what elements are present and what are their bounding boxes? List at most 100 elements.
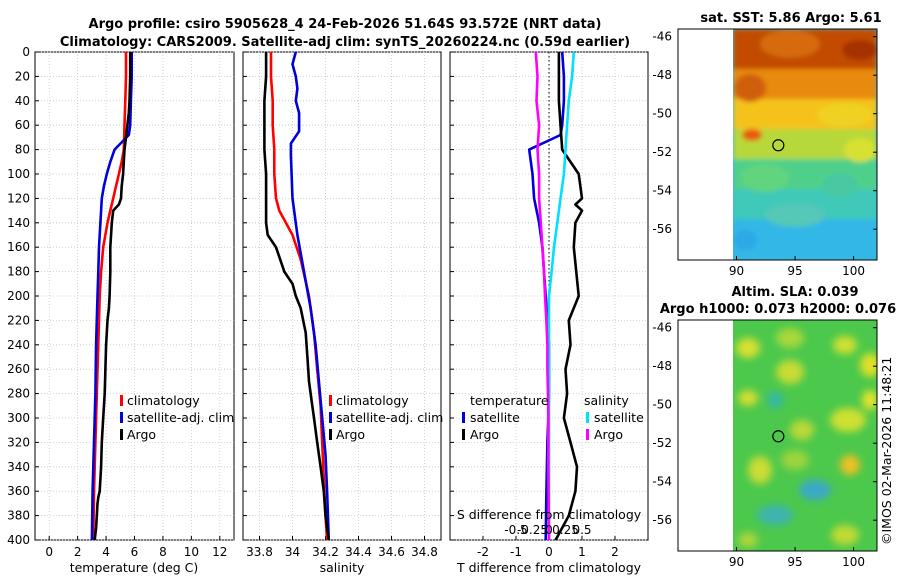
x-tick-label: 4 xyxy=(102,545,110,559)
x-tick-label: 34.6 xyxy=(378,545,405,559)
map-y-tick-label: -48 xyxy=(652,68,672,82)
difference-xlabel: T difference from climatology xyxy=(456,560,642,575)
x-tick-label: 34.2 xyxy=(312,545,339,559)
legend-swatch-s-satellite xyxy=(586,412,589,423)
header-line-2: Climatology: CARS2009. Satellite-adj cli… xyxy=(60,35,630,50)
x-tick-label: 1 xyxy=(578,545,586,559)
salinity-series xyxy=(263,51,331,541)
legend-swatch-argo-s xyxy=(329,429,332,440)
y-tick-label: 60 xyxy=(15,118,30,132)
legend-label-argo-s: Argo xyxy=(336,427,365,442)
x-tick-label: -1 xyxy=(510,545,522,559)
x-tick-label: 10 xyxy=(184,545,199,559)
x-tick-label: 34 xyxy=(285,545,300,559)
y-tick-label: 40 xyxy=(15,94,30,108)
map-y-tick-label: -50 xyxy=(652,398,672,412)
legend-swatch-satellite-adj xyxy=(120,412,123,423)
temperature-xlabel: temperature (deg C) xyxy=(70,560,199,575)
map-y-tick-label: -50 xyxy=(652,107,672,121)
series-argo xyxy=(263,52,331,541)
map-y-tick-label: -48 xyxy=(652,359,672,373)
difference-panel: -2 -1 0 1 2 T difference from climatology S … xyxy=(449,51,649,575)
map-x-tick-label: 90 xyxy=(729,264,744,278)
salinity-xlabel: salinity xyxy=(320,560,365,575)
y-tick-label: 340 xyxy=(7,460,30,474)
legend-label-t-argo: Argo xyxy=(470,427,499,442)
map-x-tick-label: 90 xyxy=(729,555,744,569)
legend-label-climatology-s: climatology xyxy=(336,393,409,408)
x-tick-label: 2 xyxy=(74,545,82,559)
s-diff-tick-label: 0.25 xyxy=(552,523,579,537)
temperature-grid xyxy=(35,51,234,541)
difference-legend: temperature satellite Argo salinity sate… xyxy=(462,393,644,442)
series-climatology xyxy=(92,52,128,541)
x-tick-label: -2 xyxy=(477,545,489,559)
salinity-grid xyxy=(243,51,441,541)
y-tick-label: 180 xyxy=(7,265,30,279)
legend-label-satellite-adj: satellite-adj. clim xyxy=(127,410,234,425)
imos-watermark: ©IMOS 02-Mar-2026 11:48:21 xyxy=(879,357,894,545)
y-tick-label: 120 xyxy=(7,191,30,205)
map-y-tick-label: -52 xyxy=(652,145,672,159)
y-tick-label: 20 xyxy=(15,69,30,83)
y-tick-label: 260 xyxy=(7,362,30,376)
difference-series xyxy=(527,51,584,541)
x-tick-label: 2 xyxy=(611,545,619,559)
series-temperature-argo xyxy=(554,52,584,541)
s-diff-tick-label: 0 xyxy=(545,523,553,537)
legend-label-s-satellite: satellite xyxy=(594,410,644,425)
map-y-tick-label: -56 xyxy=(652,513,672,527)
temperature-legend: climatology satellite-adj. clim Argo xyxy=(120,393,234,442)
sst-map-frame xyxy=(677,28,878,261)
legend-title-salinity: salinity xyxy=(584,393,629,408)
sla-map-ticks: 90 95 100 -46 -48 -50 -52 -54 -56 xyxy=(652,321,877,569)
series-satellite-adj-clim xyxy=(289,51,331,541)
y-tick-label: 240 xyxy=(7,338,30,352)
y-tick-label: 100 xyxy=(7,167,30,181)
y-tick-label: 400 xyxy=(7,533,30,547)
legend-label-t-satellite: satellite xyxy=(470,410,520,425)
series-climatology xyxy=(269,52,329,541)
series-salinity-argo xyxy=(534,51,551,541)
x-tick-label: 34.8 xyxy=(411,545,438,559)
y-tick-label: 0 xyxy=(22,45,30,59)
map-y-tick-label: -46 xyxy=(652,321,672,335)
s-diff-tick-label: -0.25 xyxy=(517,523,548,537)
argo-position-marker-sst xyxy=(772,139,785,152)
y-tick-label: 140 xyxy=(7,216,30,230)
series-argo xyxy=(93,52,132,541)
sst-field xyxy=(733,29,877,260)
s-difference-tick-labels: -0.5-0.250 0.250.5 xyxy=(504,523,591,537)
sla-map-panel: Altim. SLA: 0.039 Argo h1000: 0.073 h200… xyxy=(652,285,896,569)
y-tick-label: 160 xyxy=(7,240,30,254)
x-tick-label: 8 xyxy=(159,545,167,559)
y-tick-label: 380 xyxy=(7,509,30,523)
map-x-tick-label: 100 xyxy=(842,555,865,569)
sst-map-ticks: 90 95 100 -46 -48 -50 -52 -54 -56 xyxy=(652,30,877,278)
salinity-panel: 33.8 34 34.2 34.4 34.6 34.8 salinity climatol… xyxy=(242,51,443,575)
s-diff-tick-label: 0.5 xyxy=(572,523,591,537)
s-diff-tick-label: -0.5 xyxy=(504,523,527,537)
y-tick-label: 280 xyxy=(7,387,30,401)
argo-position-marker-sla xyxy=(772,430,785,443)
x-tick-label: 6 xyxy=(131,545,139,559)
legend-swatch-climatology xyxy=(120,395,123,406)
temperature-tick-labels: 0204060801001201401601802002202402602803… xyxy=(7,45,227,559)
sla-map-frame xyxy=(677,319,878,552)
map-y-tick-label: -56 xyxy=(652,222,672,236)
y-tick-label: 300 xyxy=(7,411,30,425)
sla-map-title-line-2: Argo h1000: 0.073 h2000: 0.076 xyxy=(660,302,896,317)
sla-map-title-line-1: Altim. SLA: 0.039 xyxy=(732,285,859,300)
x-tick-label: 34.4 xyxy=(345,545,372,559)
legend-swatch-s-argo xyxy=(586,429,589,440)
legend-label-climatology: climatology xyxy=(127,393,200,408)
sst-map-title: sat. SST: 5.86 Argo: 5.61 xyxy=(700,11,881,26)
map-x-tick-label: 95 xyxy=(787,264,802,278)
map-x-tick-label: 95 xyxy=(787,555,802,569)
header-line-1: Argo profile: csiro 5905628_4 24-Feb-202… xyxy=(89,17,602,32)
legend-swatch-climatology-s xyxy=(329,395,332,406)
y-tick-label: 200 xyxy=(7,289,30,303)
legend-swatch-satellite-adj-s xyxy=(329,412,332,423)
y-tick-label: 80 xyxy=(15,143,30,157)
